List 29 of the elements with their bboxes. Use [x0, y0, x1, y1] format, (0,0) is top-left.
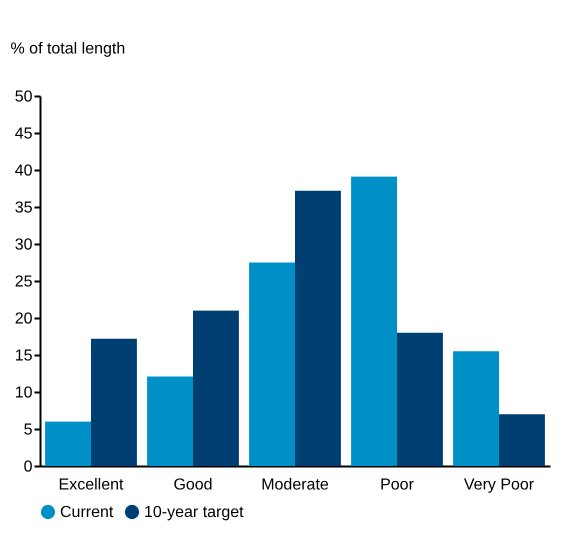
legend-label: Current [60, 504, 114, 521]
x-tick-label: Excellent [58, 476, 124, 494]
x-tick-label: Good [173, 476, 213, 494]
bar [91, 338, 137, 466]
bar [453, 351, 499, 466]
bar [351, 176, 397, 466]
y-tick-label: 20 [14, 310, 33, 328]
bar [193, 310, 239, 466]
bar [397, 332, 443, 466]
legend-label: 10-year target [144, 504, 244, 521]
y-tick-label: 25 [14, 274, 33, 290]
y-tick-label: 40 [14, 162, 33, 180]
y-tick-label: 10 [14, 384, 33, 402]
y-tick-label: 30 [14, 236, 33, 254]
y-tick-label: 5 [24, 422, 33, 438]
y-axis-title: % of total length [10, 40, 126, 58]
y-tick-label: 15 [14, 348, 33, 364]
bar [249, 262, 295, 466]
bar [45, 422, 91, 466]
x-tick-label: Moderate [261, 476, 329, 494]
x-tick-label: Very Poor [464, 476, 535, 494]
y-tick-label: 35 [14, 200, 33, 216]
y-tick-label: 0 [24, 458, 33, 476]
bar [295, 190, 341, 466]
y-tick-label: 50 [14, 88, 33, 106]
bar [147, 376, 193, 466]
y-tick-label: 45 [14, 126, 33, 142]
bar [499, 414, 545, 466]
x-tick-label: Poor [380, 476, 415, 494]
